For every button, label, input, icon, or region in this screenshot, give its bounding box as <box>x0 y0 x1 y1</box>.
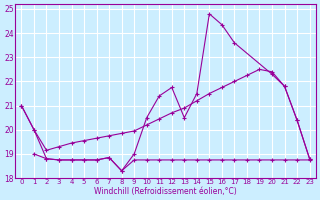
X-axis label: Windchill (Refroidissement éolien,°C): Windchill (Refroidissement éolien,°C) <box>94 187 237 196</box>
